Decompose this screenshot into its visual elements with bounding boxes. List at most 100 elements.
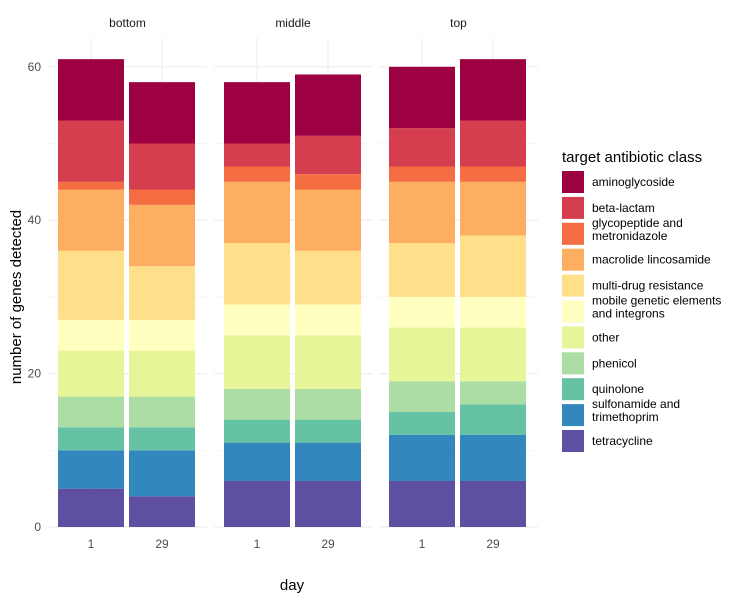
bar-segment: [129, 450, 195, 497]
x-axis: 1 29 1 29 1 29: [88, 537, 500, 551]
legend-swatch: [562, 274, 584, 297]
bar-segment: [460, 181, 526, 236]
bar-segment: [295, 135, 361, 175]
bar-segment: [389, 480, 455, 527]
bars: [58, 59, 526, 527]
bar-segment: [460, 166, 526, 182]
bar-segment: [129, 319, 195, 351]
legend-label: multi-drug resistance: [592, 279, 704, 293]
bar-segment: [129, 266, 195, 320]
bar-segment: [58, 427, 124, 451]
bar-segment: [460, 434, 526, 481]
facet-label: top: [450, 16, 467, 30]
y-tick-label: 40: [28, 213, 42, 227]
bar-segment: [58, 59, 124, 121]
y-axis-title: number of genes detected: [8, 210, 25, 384]
bar-segment: [129, 427, 195, 451]
bar-segment: [460, 480, 526, 527]
legend-label: glycopeptide and metronidazole: [592, 216, 683, 243]
bar-segment: [295, 388, 361, 420]
legend-label: aminoglycoside: [592, 175, 675, 189]
facet-strips: bottom middle top: [109, 16, 467, 30]
bar-segment: [58, 350, 124, 397]
bar-segment: [389, 411, 455, 435]
y-tick-label: 0: [34, 520, 41, 534]
bar-segment: [389, 66, 455, 129]
x-tick-label: 29: [321, 537, 335, 551]
bar-segment: [129, 82, 195, 144]
bar-segment: [295, 189, 361, 251]
bar-segment: [295, 335, 361, 389]
bar-segment: [58, 319, 124, 351]
bar-segment: [389, 434, 455, 481]
bar-segment: [129, 396, 195, 428]
bar-segment: [460, 381, 526, 405]
legend-swatch: [562, 171, 584, 193]
legend-label: mobile genetic elements and integrons: [592, 294, 721, 321]
bar-segment: [295, 250, 361, 305]
bar-segment: [460, 59, 526, 121]
bar-segment: [295, 74, 361, 136]
bar-segment: [224, 304, 290, 336]
legend-label: tetracycline: [592, 434, 653, 448]
bar-segment: [58, 396, 124, 428]
bar-segment: [224, 82, 290, 144]
bar-segment: [224, 419, 290, 443]
legend-label: sulfonamide and trimethoprim: [592, 397, 680, 424]
bar-segment: [224, 243, 290, 305]
x-tick-label: 1: [254, 537, 261, 551]
bar-segment: [58, 250, 124, 320]
bar-segment: [389, 166, 455, 182]
x-tick-label: 29: [155, 537, 169, 551]
x-tick-label: 29: [486, 537, 500, 551]
x-tick-label: 1: [419, 537, 426, 551]
bar-segment: [460, 296, 526, 328]
bar-segment: [460, 235, 526, 297]
y-tick-label: 20: [28, 367, 42, 381]
bar-segment: [460, 120, 526, 167]
bar-segment: [295, 304, 361, 336]
bar-segment: [295, 480, 361, 527]
y-tick-label: 60: [28, 60, 42, 74]
bar-segment: [58, 189, 124, 251]
legend-label: quinolone: [592, 382, 644, 396]
legend-title: target antibiotic class: [562, 149, 702, 166]
legend-swatch: [562, 326, 584, 349]
bar-segment: [389, 296, 455, 328]
legend-label: other: [592, 330, 619, 344]
bar-segment: [58, 488, 124, 527]
legend: target antibiotic class aminoglycoside be…: [562, 149, 721, 452]
bar-segment: [129, 143, 195, 190]
bar-segment: [295, 442, 361, 481]
bar-segment: [295, 419, 361, 443]
y-axis: 0 20 40 60: [28, 60, 42, 534]
bar-segment: [58, 120, 124, 182]
legend-swatch: [562, 404, 584, 427]
bar-segment: [58, 450, 124, 489]
legend-label: phenicol: [592, 356, 637, 370]
bar-segment: [129, 350, 195, 397]
bar-segment: [389, 181, 455, 244]
bar-segment: [224, 143, 290, 167]
legend-swatch: [562, 352, 584, 375]
bar-segment: [389, 381, 455, 412]
bar-segment: [129, 189, 195, 205]
bar-segment: [224, 166, 290, 182]
legend-swatch: [562, 196, 584, 219]
bar-segment: [58, 181, 124, 190]
legend-swatch: [562, 222, 584, 245]
legend-label: macrolide lincosamide: [592, 253, 711, 267]
legend-swatch: [562, 300, 584, 323]
legend-swatch: [562, 248, 584, 271]
bar-segment: [224, 480, 290, 527]
bar-segment: [224, 388, 290, 420]
bar-segment: [129, 204, 195, 267]
bar-segment: [389, 243, 455, 297]
bar-segment: [129, 496, 195, 527]
bar-segment: [224, 442, 290, 481]
bar-segment: [224, 335, 290, 389]
bar-segment: [460, 327, 526, 382]
bar-segment: [460, 404, 526, 435]
